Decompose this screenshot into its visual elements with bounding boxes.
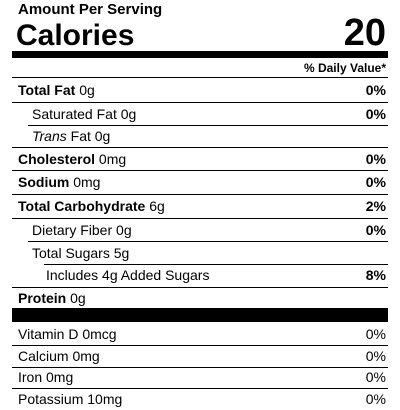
thick-rule [12, 308, 388, 322]
rule [12, 170, 388, 171]
vitamin-row: Iron 0mg 0% [18, 366, 386, 388]
dv: 0% [365, 151, 386, 167]
label: Cholesterol [18, 151, 96, 167]
nutrient-row: Trans Fat 0g [32, 125, 386, 147]
label: Potassium 10mg [18, 391, 123, 407]
label: Protein [18, 290, 67, 306]
rule [12, 388, 388, 389]
label: Dietary Fiber [32, 222, 113, 238]
label: Calcium 0mg [18, 348, 100, 364]
amount: 0g [116, 222, 132, 238]
dv: 0% [365, 369, 386, 385]
label: Iron 0mg [18, 369, 74, 385]
rule [28, 125, 388, 126]
dv: 0% [365, 82, 386, 98]
amount: 0g [79, 82, 95, 98]
nutrient-row: Total Carbohydrate 6g 2% [18, 195, 386, 217]
dv: 0% [365, 174, 386, 190]
nutrient-row: Total Sugars 5g [32, 242, 386, 264]
nutrient-row: Cholesterol 0mg 0% [18, 148, 386, 170]
rule [12, 102, 388, 103]
label: Sodium [18, 174, 70, 190]
rule [12, 345, 388, 346]
rule [12, 367, 388, 368]
amount: 6g [149, 198, 165, 214]
amount: 5g [113, 245, 130, 261]
dv: 2% [365, 198, 386, 214]
label: Total Carbohydrate [18, 198, 146, 214]
amount: 0g [70, 290, 86, 306]
rule [12, 194, 388, 195]
nutrient-row: Saturated Fat 0g 0% [32, 103, 386, 125]
dv: 0% [365, 326, 386, 342]
dv: 0% [365, 106, 386, 122]
serving-label: Amount Per Serving [18, 1, 163, 18]
rule [44, 264, 388, 265]
page: {"header": {"serving_label": "Amount Per… [12, 1, 388, 407]
amount: 0g [120, 106, 137, 122]
dv: 0% [365, 222, 386, 238]
label: Saturated Fat [32, 106, 117, 122]
dv: 0% [365, 391, 386, 407]
dv: 8% [365, 267, 386, 283]
rule [12, 218, 388, 219]
nutrient-row: Dietary Fiber 0g 0% [32, 219, 386, 241]
nutrient-row: Total Fat 0g 0% [18, 79, 386, 101]
amount: Fat 0g [70, 128, 111, 144]
label: Total Sugars [32, 245, 110, 261]
rule [28, 241, 388, 242]
nutrient-row: Protein 0g [18, 287, 386, 309]
label: Vitamin D 0mcg [18, 326, 117, 342]
rule [12, 287, 388, 288]
dv: 0% [365, 348, 386, 364]
vitamin-row: Potassium 10mg 0% [18, 388, 386, 410]
label: Trans [32, 128, 67, 144]
thick-rule [12, 51, 388, 58]
amount: 0mg [73, 174, 101, 190]
vitamin-row: Vitamin D 0mcg 0% [18, 323, 386, 345]
label: Includes 4g Added Sugars [46, 267, 210, 283]
amount: 0mg [98, 151, 127, 167]
daily-value-header: % Daily Value* [303, 61, 386, 75]
vitamin-row: Calcium 0mg 0% [18, 345, 386, 367]
calories-value: 20 [343, 12, 386, 54]
rule [12, 77, 388, 78]
nutrient-row: Includes 4g Added Sugars 8% [46, 264, 386, 286]
nutrient-row: Sodium 0mg 0% [18, 171, 386, 193]
label: Total Fat [18, 82, 76, 98]
rule [12, 147, 388, 148]
calories-label: Calories [16, 19, 135, 52]
